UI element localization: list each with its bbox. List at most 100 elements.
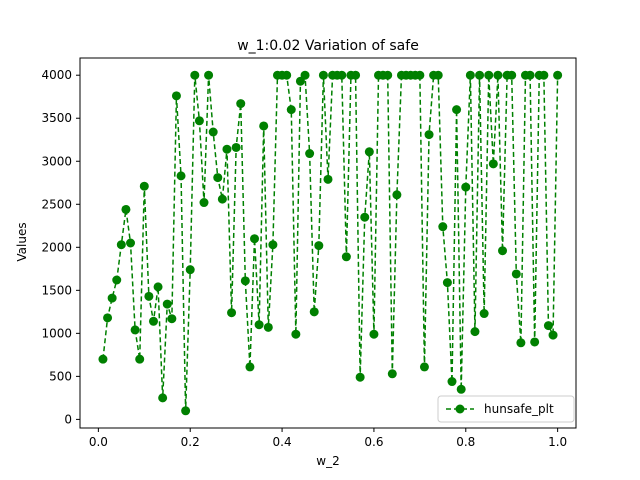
data-point (442, 278, 452, 288)
series-line (102, 73, 559, 411)
data-point (282, 70, 292, 80)
data-point (364, 147, 374, 157)
data-point (309, 307, 319, 317)
y-tick-label: 0 (64, 412, 72, 426)
data-point (199, 198, 209, 208)
data-point (245, 362, 255, 372)
data-point (194, 116, 204, 126)
data-point (98, 354, 108, 364)
axis-ticks: 0.0 0.2 0.4 0.6 0.8 1.0 0 500 1000 1500 2000 2500 30… (41, 68, 567, 449)
data-point (103, 313, 113, 323)
y-tick-label: 500 (49, 369, 72, 383)
legend-entry-label: hunsafe_plt (484, 402, 554, 416)
data-point (475, 70, 485, 80)
data-point (126, 238, 136, 248)
data-point (351, 70, 361, 80)
data-point (360, 212, 370, 222)
data-point (470, 327, 480, 337)
y-tick-label: 3500 (41, 111, 72, 125)
data-point (240, 276, 250, 286)
y-tick-label: 4000 (41, 68, 72, 82)
data-point (107, 293, 117, 303)
data-point (433, 70, 443, 80)
data-point (116, 240, 126, 250)
data-point (286, 105, 296, 115)
data-point (185, 265, 195, 275)
x-tick-label: 0.2 (181, 435, 200, 449)
data-point (231, 142, 241, 152)
data-point (323, 174, 333, 184)
data-point (498, 246, 508, 256)
data-point (415, 70, 425, 80)
data-point (318, 70, 328, 80)
data-point (511, 269, 521, 279)
data-point (539, 70, 549, 80)
data-point (181, 406, 191, 416)
data-point (190, 70, 200, 80)
y-tick-label: 1000 (41, 326, 72, 340)
x-axis-label: w_2 (316, 454, 339, 468)
data-point (392, 190, 402, 200)
data-point (452, 105, 462, 115)
data-point (461, 182, 471, 192)
data-point (553, 70, 563, 80)
data-point (130, 325, 140, 335)
data-point (217, 194, 227, 204)
data-point (383, 70, 393, 80)
x-tick-label: 0.6 (364, 435, 383, 449)
data-point (447, 377, 457, 387)
data-point (291, 329, 301, 339)
data-point (369, 329, 379, 339)
data-point (516, 338, 526, 348)
y-tick-label: 1500 (41, 283, 72, 297)
y-tick-label: 3000 (41, 154, 72, 168)
data-point (176, 171, 186, 181)
data-point (268, 240, 278, 250)
data-point (112, 275, 122, 285)
data-point (543, 321, 553, 331)
data-point (139, 181, 149, 191)
data-point (144, 291, 154, 301)
x-tick-label: 0.0 (89, 435, 108, 449)
data-point (465, 70, 475, 80)
data-point (355, 372, 365, 382)
y-axis-label: Values (15, 222, 29, 261)
series-group (98, 70, 563, 416)
chart-title: w_1:0.02 Variation of safe (237, 38, 419, 54)
x-tick-label: 1.0 (548, 435, 567, 449)
y-tick-label: 2000 (41, 240, 72, 254)
data-point (488, 159, 498, 169)
legend: hunsafe_plt (437, 395, 575, 423)
data-point (121, 204, 131, 214)
data-point (227, 308, 237, 318)
data-point (135, 354, 145, 364)
data-point (525, 70, 535, 80)
data-point (167, 314, 177, 324)
data-point (162, 299, 172, 309)
data-point (530, 337, 540, 347)
data-point (419, 362, 429, 372)
data-point (263, 322, 273, 332)
legend-marker (455, 404, 465, 414)
data-point (337, 70, 347, 80)
legend-box (437, 395, 575, 423)
data-point (148, 316, 158, 326)
plot-axes (79, 57, 577, 429)
data-point (259, 121, 269, 131)
data-point (341, 252, 351, 262)
data-point (158, 393, 168, 403)
data-point (438, 222, 448, 232)
data-point (305, 149, 315, 159)
data-point (204, 70, 214, 80)
x-tick-label: 0.8 (456, 435, 475, 449)
data-point (254, 320, 264, 330)
data-point (236, 99, 246, 109)
data-point (548, 330, 558, 340)
data-point (208, 127, 218, 137)
plot-frame (79, 57, 577, 429)
data-point (456, 384, 466, 394)
x-tick-label: 0.4 (273, 435, 292, 449)
data-point (222, 144, 232, 154)
